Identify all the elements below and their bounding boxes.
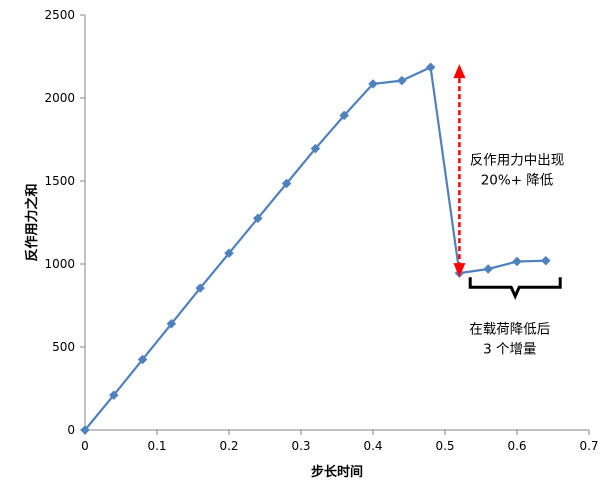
- annotation-line: 20%+ 降低: [481, 172, 554, 188]
- x-tick-label: 0.6: [507, 439, 526, 453]
- annotation-line: 反作用力中出现: [470, 152, 565, 168]
- y-axis-ticks: 0 500 1000 1500 2000 2500: [44, 8, 85, 437]
- y-tick-label: 2500: [44, 8, 75, 22]
- y-axis-title: 反作用力之和: [24, 183, 40, 261]
- x-tick-label: 0.3: [291, 439, 310, 453]
- brace-path: [468, 277, 562, 300]
- data-point: [396, 75, 407, 86]
- arrow-head-up: [453, 64, 466, 79]
- data-point: [368, 79, 378, 89]
- x-tick-label: 0: [81, 439, 89, 453]
- x-axis-title: 步长时间: [311, 464, 363, 480]
- x-tick-label: 0.1: [147, 439, 166, 453]
- x-tick-label: 0.4: [363, 439, 382, 453]
- drop-arrow: [453, 64, 466, 278]
- annotation-line: 在载荷降低后: [469, 322, 550, 338]
- data-point: [512, 256, 522, 267]
- data-point: [339, 110, 350, 121]
- data-point: [80, 425, 90, 435]
- y-tick-label: 1500: [44, 174, 75, 188]
- y-tick-label: 2000: [44, 91, 75, 105]
- x-tick-label: 0.5: [435, 439, 454, 453]
- data-point: [108, 390, 119, 400]
- data-point: [224, 248, 234, 259]
- increment-brace: [468, 277, 562, 300]
- y-tick-label: 0: [67, 423, 75, 437]
- annotation: 反作用力中出现 20%+ 降低: [470, 152, 565, 188]
- series-group: [80, 62, 551, 435]
- x-axis-ticks: 0 0.1 0.2 0.3 0.4 0.5 0.6 0.7: [81, 430, 599, 453]
- axes: [84, 15, 589, 431]
- data-point: [252, 213, 263, 224]
- y-tick-label: 500: [52, 340, 75, 354]
- data-point: [310, 143, 321, 154]
- x-tick-label: 0.7: [579, 439, 598, 453]
- annotation-line: 3 个增量: [483, 342, 536, 358]
- data-point: [166, 318, 177, 329]
- data-point: [540, 255, 551, 266]
- x-tick-label: 0.2: [219, 439, 238, 453]
- data-point: [483, 264, 494, 274]
- arrow-head-down: [453, 263, 466, 278]
- data-point: [137, 354, 148, 365]
- data-point: [281, 178, 292, 189]
- data-point: [425, 62, 436, 73]
- y-tick-label: 1000: [44, 257, 75, 271]
- data-point: [195, 283, 206, 293]
- annotation: 在载荷降低后 3 个增量: [469, 322, 550, 358]
